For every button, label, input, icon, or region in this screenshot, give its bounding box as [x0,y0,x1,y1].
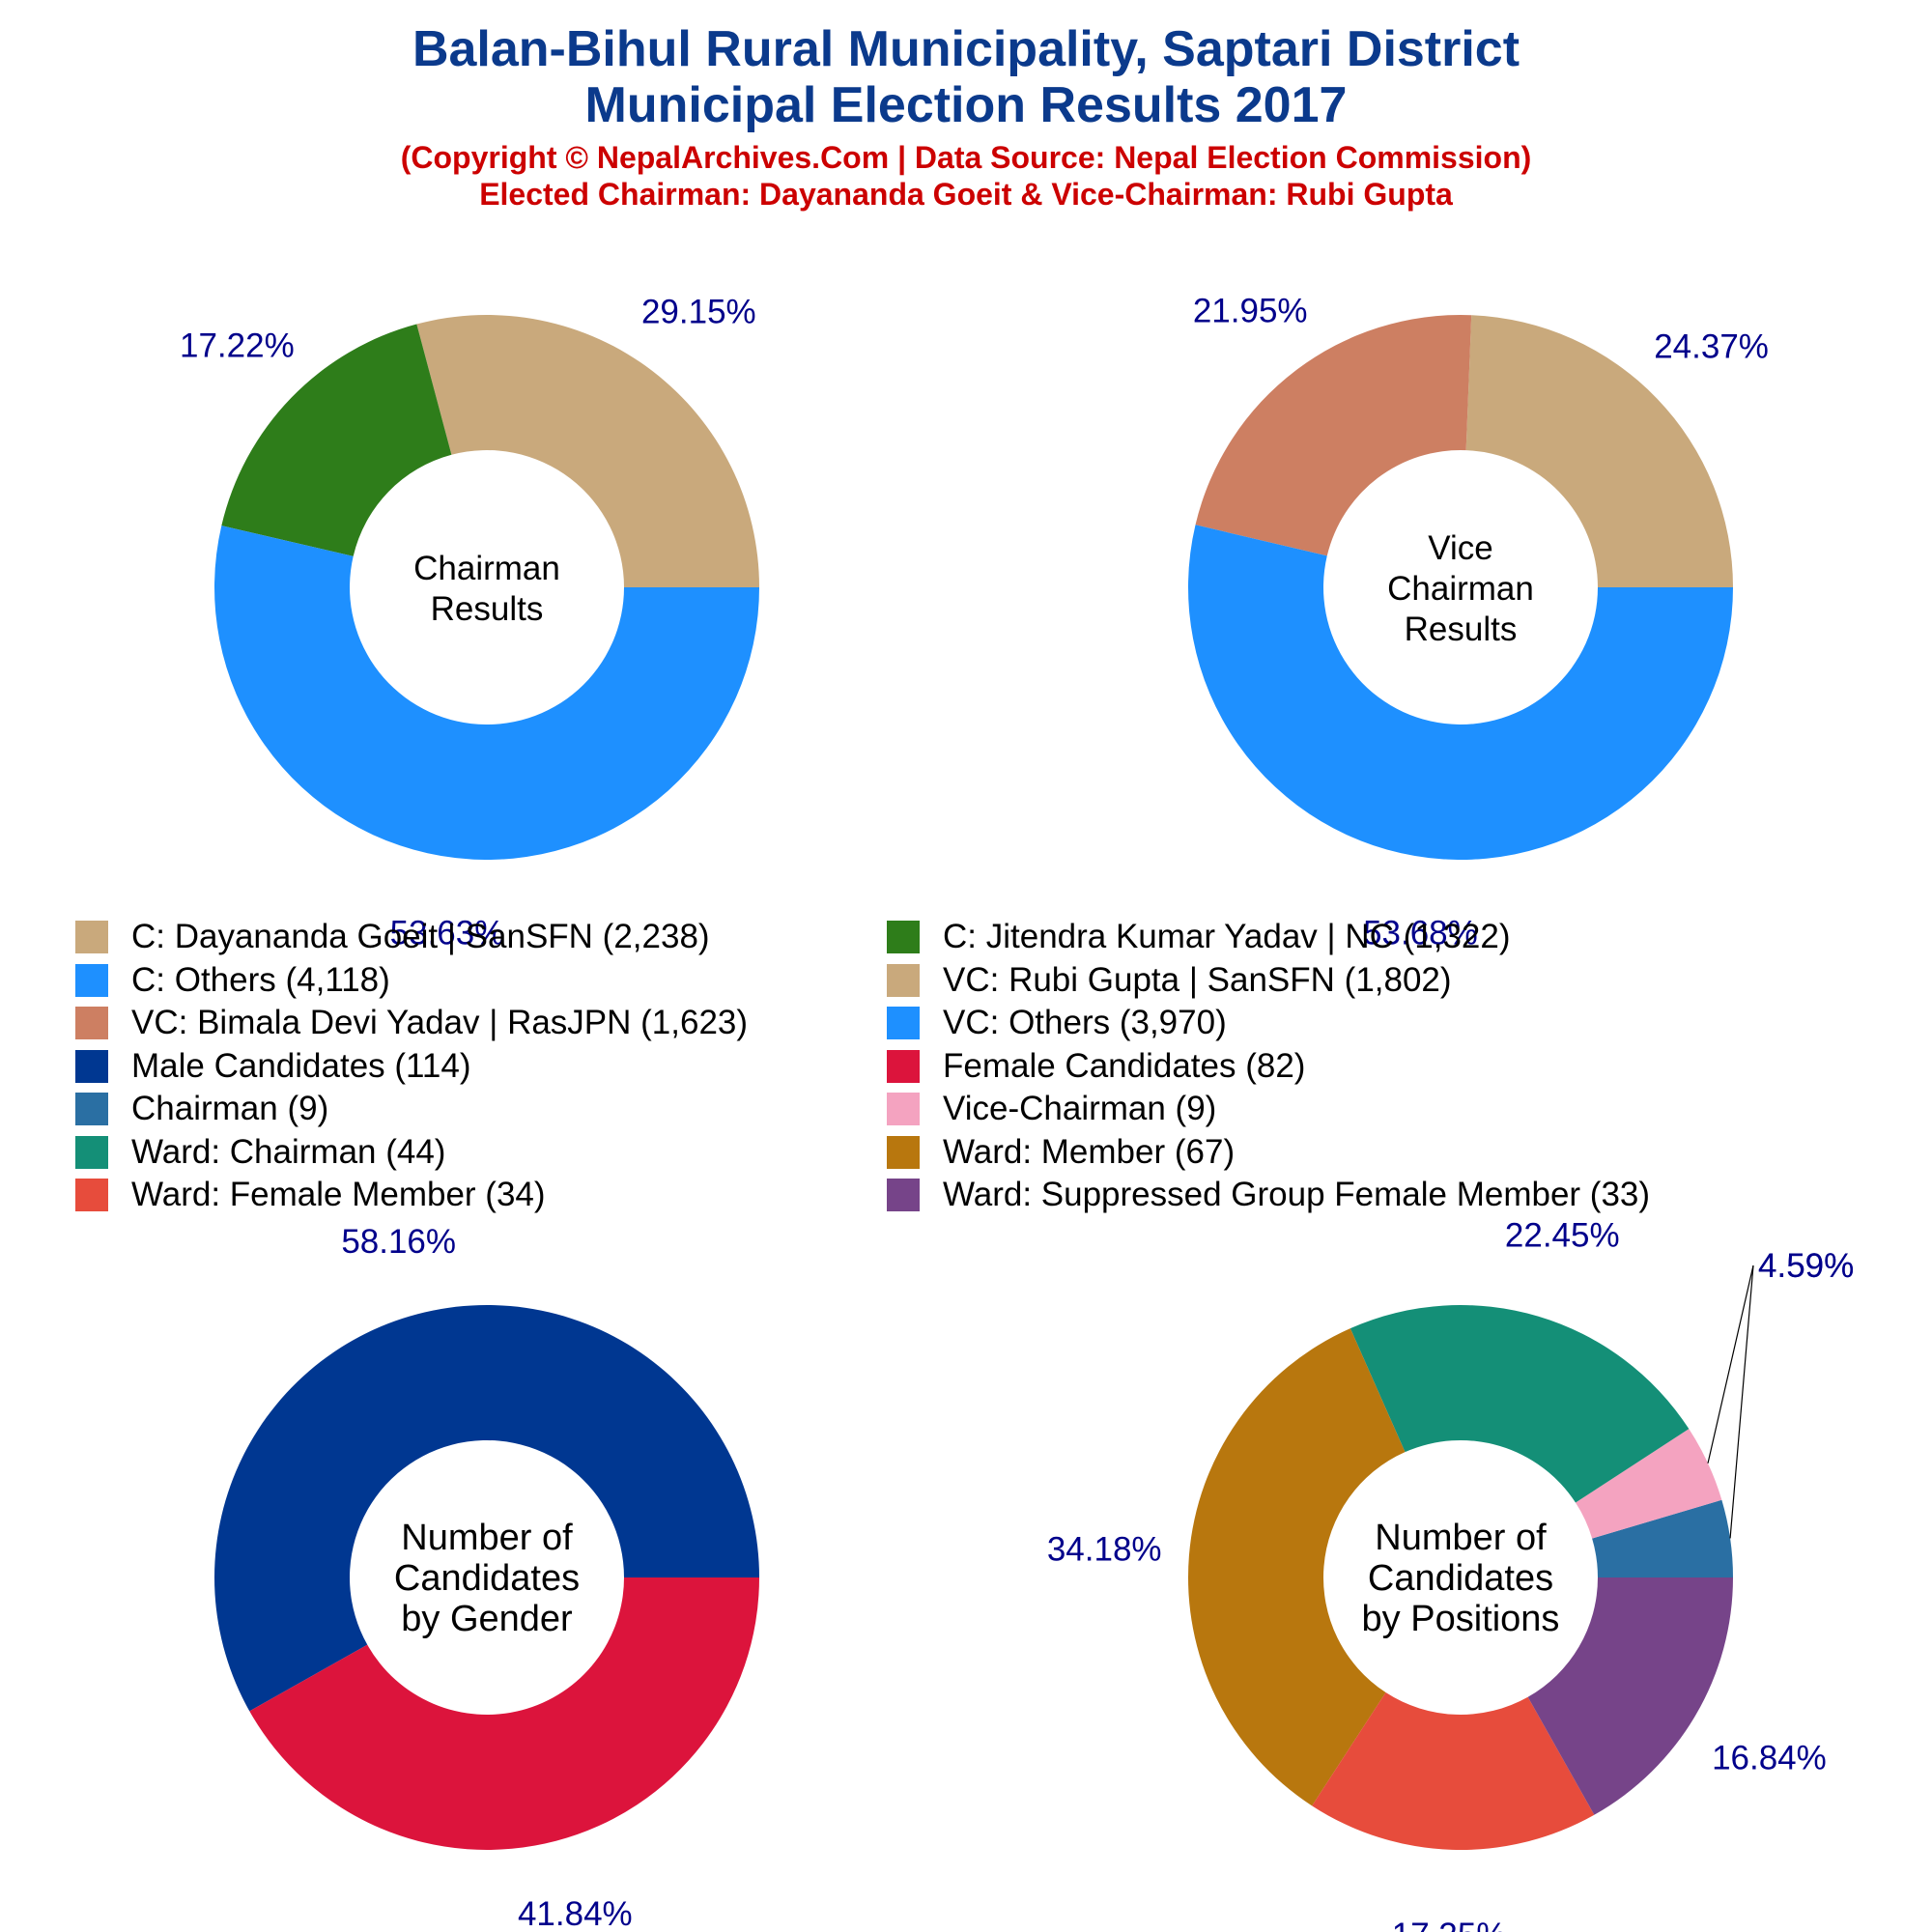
percent-label: 17.22% [180,327,295,365]
legend-swatch [75,1093,108,1125]
legend-item: C: Dayananda Goeit | SanSFN (2,238) [75,916,710,958]
legend-label: C: Dayananda Goeit | SanSFN (2,238) [131,918,710,955]
percent-label: 16.84% [1712,1740,1827,1777]
donut-slice [1527,1577,1733,1815]
chart-subtitle-line-1: (Copyright © NepalArchives.Com | Data So… [400,140,1532,175]
chart-title-line-2: Municipal Election Results 2017 [584,77,1348,133]
legend-item: VC: Bimala Devi Yadav | RasJPN (1,623) [75,1002,748,1044]
percent-label: 22.45% [1505,1216,1620,1254]
donut-slice [1195,315,1472,556]
percent-label: 53.68% [1363,915,1478,952]
percent-label: 58.16% [341,1223,456,1261]
percent-label: 29.15% [641,294,756,331]
legend-item: Chairman (9) [75,1088,328,1130]
donut-center-label: Candidates [1368,1558,1553,1599]
donut-center-label: Results [1405,611,1518,648]
legend-label: C: Others (4,118) [131,960,390,999]
donut-center-label: Candidates [394,1558,580,1599]
legend-label: Ward: Female Member (34) [131,1176,546,1213]
donut-slice [214,1305,760,1712]
legend-label: Vice-Chairman (9) [943,1090,1217,1127]
donut-slice [1592,1499,1733,1577]
legend-swatch [75,963,108,997]
donut-center-label: by Positions [1362,1599,1560,1639]
legend-label: Male Candidates (114) [131,1046,471,1085]
legend-label: Chairman (9) [131,1090,329,1127]
donut-slice [1312,1692,1595,1850]
chart-subtitle-line-2: Elected Chairman: Dayananda Goeit & Vice… [479,177,1453,212]
legend-swatch [887,1007,920,1039]
donut-slice [1187,1328,1406,1806]
legend-swatch [887,1135,920,1169]
legend-item: Ward: Female Member (34) [75,1174,546,1216]
donut-slice [1576,1429,1722,1539]
legend-label: VC: Others (3,970) [943,1004,1227,1041]
donut-center-label: Chairman [1387,570,1534,608]
donut-slice [416,314,759,587]
percent-label: 21.95% [1193,292,1308,329]
legend-swatch [887,921,920,953]
donut-center-label: Vice [1428,529,1492,567]
legend-item: VC: Rubi Gupta | SanSFN (1,802) [887,959,1452,1002]
donut-chart-4: 4.59%4.59%22.45%34.18%17.35%16.84%Number… [1047,1216,1854,1932]
donut-center-label: Number of [401,1518,573,1558]
legend-label: Ward: Chairman (44) [131,1132,446,1171]
legend-swatch [887,1179,920,1211]
legend-label: VC: Bimala Devi Yadav | RasJPN (1,623) [131,1004,749,1041]
legend-swatch [75,1135,108,1169]
percent-label: 17.35% [1392,1917,1507,1932]
percent-label: 53.63% [390,915,505,952]
legend-item: Vice-Chairman (9) [887,1088,1216,1130]
legend-item: Ward: Member (67) [887,1131,1235,1174]
percent-label: 41.84% [518,1895,633,1932]
legend-swatch [75,1179,108,1211]
legend-item: Female Candidates (82) [887,1045,1305,1088]
percent-label: 4.59% [1758,1247,1854,1285]
legend-swatch [75,1007,108,1039]
donut-slice [221,324,452,556]
legend-swatch [75,1049,108,1083]
legend-swatch [887,1093,920,1125]
legend-swatch [887,963,920,997]
donut-center-label: Chairman [413,550,560,587]
legend-label: Ward: Member (67) [943,1132,1236,1171]
donut-slice [214,526,759,860]
donut-slice [1465,315,1733,587]
legend-label: Female Candidates (82) [943,1046,1306,1085]
legend-label: C: Jitendra Kumar Yadav | NC (1,322) [943,918,1511,955]
leader-line [1729,1264,1754,1539]
legend-label: VC: Rubi Gupta | SanSFN (1,802) [943,960,1452,999]
legend-item: VC: Others (3,970) [887,1002,1227,1044]
donut-slice [249,1577,760,1850]
donut-slice [1350,1305,1690,1503]
donut-center-label: Results [431,590,544,628]
legend-item: Ward: Suppressed Group Female Member (33… [887,1174,1650,1216]
donut-slice [1188,525,1733,861]
percent-label: 34.18% [1047,1530,1162,1568]
percent-label: 24.37% [1654,328,1769,366]
percent-label: 4.59% [1758,1247,1854,1285]
legend-swatch [887,1049,920,1083]
legend-item: Ward: Chairman (44) [75,1131,445,1174]
donut-center-label: by Gender [401,1599,573,1639]
legend-item: C: Jitendra Kumar Yadav | NC (1,322) [887,916,1511,958]
legend-item: Male Candidates (114) [75,1045,471,1088]
legend-item: C: Others (4,118) [75,959,390,1002]
leader-line [1707,1264,1754,1463]
legend-swatch [75,921,108,953]
legend-label: Ward: Suppressed Group Female Member (33… [943,1176,1651,1213]
donut-center-label: Number of [1375,1518,1547,1558]
chart-header: Balan-Bihul Rural Municipality, Saptari … [0,21,1932,213]
chart-title-line-1: Balan-Bihul Rural Municipality, Saptari … [412,21,1520,77]
